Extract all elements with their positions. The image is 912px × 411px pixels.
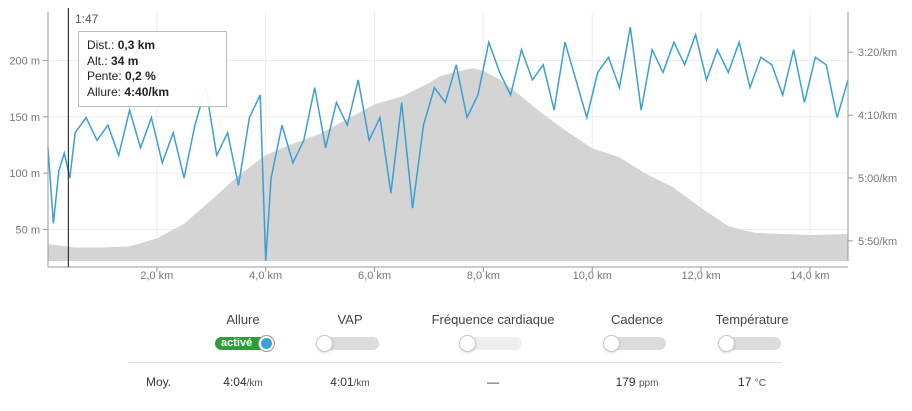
avg-temperature: 17 °C — [738, 375, 766, 389]
control-cadence: Cadence — [567, 312, 707, 352]
toggle-knob — [316, 335, 333, 352]
pace-line — [47, 26, 849, 262]
avg-vap: 4:01/km — [330, 375, 370, 389]
cadence-toggle[interactable] — [603, 335, 666, 352]
chart-axes — [47, 12, 849, 268]
control-cadence-label: Cadence — [610, 312, 664, 327]
toggle-knob — [718, 335, 735, 352]
x-tick-label: 4,0 km — [249, 270, 282, 282]
control-heart-rate: Fréquence cardiaque — [423, 312, 563, 352]
y-right-tick-label: 3:20/km — [858, 47, 897, 59]
control-temperature: Température — [682, 312, 822, 352]
temperature-toggle[interactable] — [718, 335, 781, 352]
vap-toggle[interactable] — [316, 335, 379, 352]
control-heart-rate-label: Fréquence cardiaque — [431, 312, 555, 327]
chart-tooltip: Dist.: 0,3 km Alt.: 34 m Pente: 0,2 % Al… — [78, 31, 227, 107]
pace-toggle[interactable]: activé — [215, 336, 274, 351]
control-pace-label: Allure — [226, 312, 260, 327]
toggle-knob — [259, 336, 274, 351]
cursor-time-label: 1:47 — [75, 12, 99, 26]
chart-ticks: 2,0 km 4,0 km 6,0 km 8,0 km 10,0 km 12,0 km 14… — [9, 47, 897, 282]
y-right-tick-label: 4:10/km — [858, 110, 897, 122]
averages-row: Moy. 4:04/km 4:01/km — 179 ppm 17 °C — [0, 375, 912, 393]
y-right-tick-label: 5:50/km — [858, 236, 897, 248]
x-tick-label: 12,0 km — [681, 270, 720, 282]
avg-heart-rate: — — [487, 375, 499, 389]
x-tick-label: 6,0 km — [358, 270, 391, 282]
averages-label: Moy. — [146, 375, 172, 389]
y-left-tick-label: 50 m — [16, 224, 40, 236]
toggle-knob — [603, 335, 620, 352]
x-tick-label: 2,0 km — [140, 270, 173, 282]
y-left-tick-label: 200 m — [9, 55, 40, 67]
x-tick-label: 14,0 km — [790, 270, 829, 282]
heart-rate-toggle[interactable] — [459, 335, 522, 352]
tooltip-pace: Allure: 4:40/km — [87, 84, 170, 99]
tooltip-altitude: Alt.: 34 m — [87, 53, 139, 68]
tooltip-slope: Pente: 0,2 % — [87, 69, 156, 83]
toggle-knob — [459, 335, 476, 352]
control-pace: Allure activé — [173, 312, 313, 351]
avg-pace: 4:04/km — [223, 375, 263, 389]
metric-controls: Allure activé VAP Fréquence cardiaque Ca… — [0, 312, 912, 411]
elevation-area — [48, 68, 848, 261]
control-vap: VAP — [280, 312, 420, 352]
controls-divider — [128, 362, 782, 363]
pace-toggle-text: activé — [221, 337, 253, 349]
y-left-tick-label: 150 m — [9, 112, 40, 124]
tooltip-distance: Dist.: 0,3 km — [87, 38, 156, 52]
y-left-tick-label: 100 m — [9, 168, 40, 180]
control-temperature-label: Température — [715, 312, 789, 327]
x-tick-label: 10,0 km — [573, 270, 612, 282]
control-vap-label: VAP — [337, 312, 363, 327]
y-right-tick-label: 5:00/km — [858, 173, 897, 185]
avg-cadence: 179 ppm — [615, 375, 659, 389]
x-tick-label: 8,0 km — [467, 270, 500, 282]
